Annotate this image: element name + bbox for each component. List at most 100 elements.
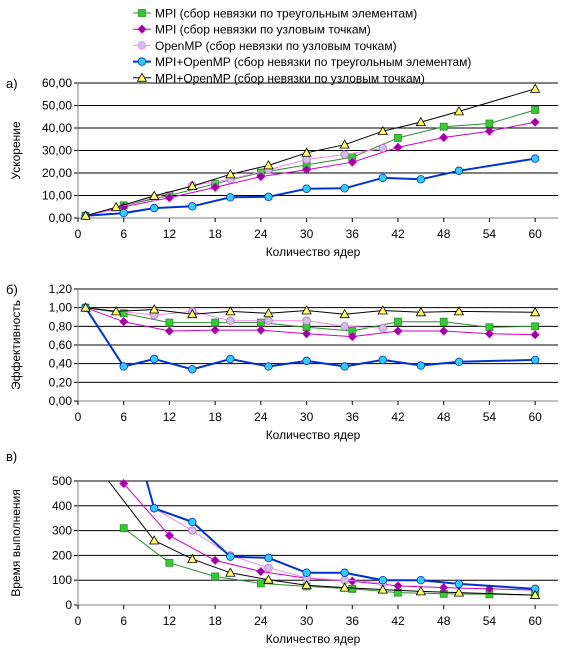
series-line [84,307,536,371]
y-axis-label: Эффективность [9,300,23,390]
y-tick-label: 300 [52,524,72,538]
y-tick-label: 0,20 [49,375,73,389]
legend-marker [137,41,147,50]
data-point [529,589,541,599]
data-point [256,318,265,327]
data-point [529,307,541,317]
data-point [119,317,129,327]
data-point [531,322,540,331]
y-tick-label: 50,00 [42,99,72,113]
data-point [165,318,174,327]
data-point [263,307,274,318]
data-point [110,306,122,316]
data-point [415,116,427,127]
data-point [484,329,494,339]
data-point [530,330,540,340]
data-point [340,362,349,371]
data-point [348,584,357,593]
series [145,480,540,594]
y-tick-label: 0,40 [49,357,73,371]
y-tick-label: 500 [52,474,72,488]
y-tick-label: 60,00 [42,76,72,90]
legend-label: OpenMP (сбор невязки по узловым точкам) [155,39,397,53]
series-line [123,483,536,591]
data-point [301,147,312,157]
x-tick-label: 18 [208,227,222,241]
series-line [123,527,536,596]
data-point [119,208,128,218]
series [119,524,540,599]
data-point [378,576,387,585]
data-point [225,169,236,179]
data-point [301,305,312,315]
x-tick-label: 36 [346,614,360,628]
data-point [529,83,541,93]
y-tick-label: 30,00 [42,144,72,158]
data-point [439,132,449,143]
data-point [164,193,174,203]
data-point [256,172,266,182]
data-point [226,552,235,561]
data-point [263,160,274,170]
series [81,106,540,220]
data-point [302,165,312,175]
x-tick-label: 6 [120,614,127,628]
data-point [164,530,174,541]
series-line [108,480,536,596]
data-point [110,201,122,212]
data-point [377,584,388,594]
data-point [256,579,265,588]
data-point [210,325,220,335]
y-tick-label: 0,00 [49,394,73,408]
x-tick-label: 60 [528,614,542,628]
data-point [149,190,160,200]
x-tick-label: 6 [120,227,127,241]
x-tick-label: 30 [300,227,314,241]
data-point [339,308,350,319]
data-point [149,304,160,314]
y-tick-label: 200 [52,548,72,562]
series-line [85,88,536,217]
data-point [149,203,159,213]
x-tick-label: 48 [437,614,451,628]
data-point [439,122,448,131]
data-point [187,180,198,190]
data-point [394,317,402,326]
data-point [415,307,427,317]
data-point [485,119,494,128]
data-point [302,329,312,339]
data-point [439,326,449,336]
legend-label: MPI (сбор невязки по треугольным элемент… [155,7,417,21]
data-point [339,139,350,149]
y-tick-label: 10,00 [42,189,72,203]
data-point [453,306,465,316]
data-point [530,355,540,365]
panel-label: б) [6,282,18,297]
legend-entry: OpenMP (сбор невязки по узловым точкам) [133,39,397,53]
y-tick-label: 100 [52,573,72,587]
data-point [80,302,91,312]
data-point [264,563,273,572]
panel-exec-time: 0 100 200 300 400 500 0 6 12 18 24 30 36 42 48 54 60 Коли… [6,449,558,646]
data-point [302,568,311,577]
x-tick-label: 48 [437,410,451,424]
legend-label: MPI+OpenMP (сбор невязки по треугольным … [155,55,471,69]
y-tick-label: 1,00 [49,301,73,315]
data-point [340,184,349,193]
x-tick-label: 18 [208,614,222,628]
x-axis-label: Количество ядер [266,632,361,646]
data-point [377,305,388,315]
data-point [347,332,357,342]
data-point [80,210,91,220]
legend-label: MPI+OpenMP (сбор невязки по узловым точк… [155,71,425,85]
data-point [119,362,128,371]
data-point [165,558,174,567]
x-tick-label: 54 [483,227,497,241]
x-axis-label: Количество ядер [266,428,361,442]
y-tick-label: 0,80 [49,319,73,333]
data-point [188,365,197,374]
series [119,478,540,595]
x-tick-label: 30 [300,410,314,424]
data-point [264,316,273,325]
